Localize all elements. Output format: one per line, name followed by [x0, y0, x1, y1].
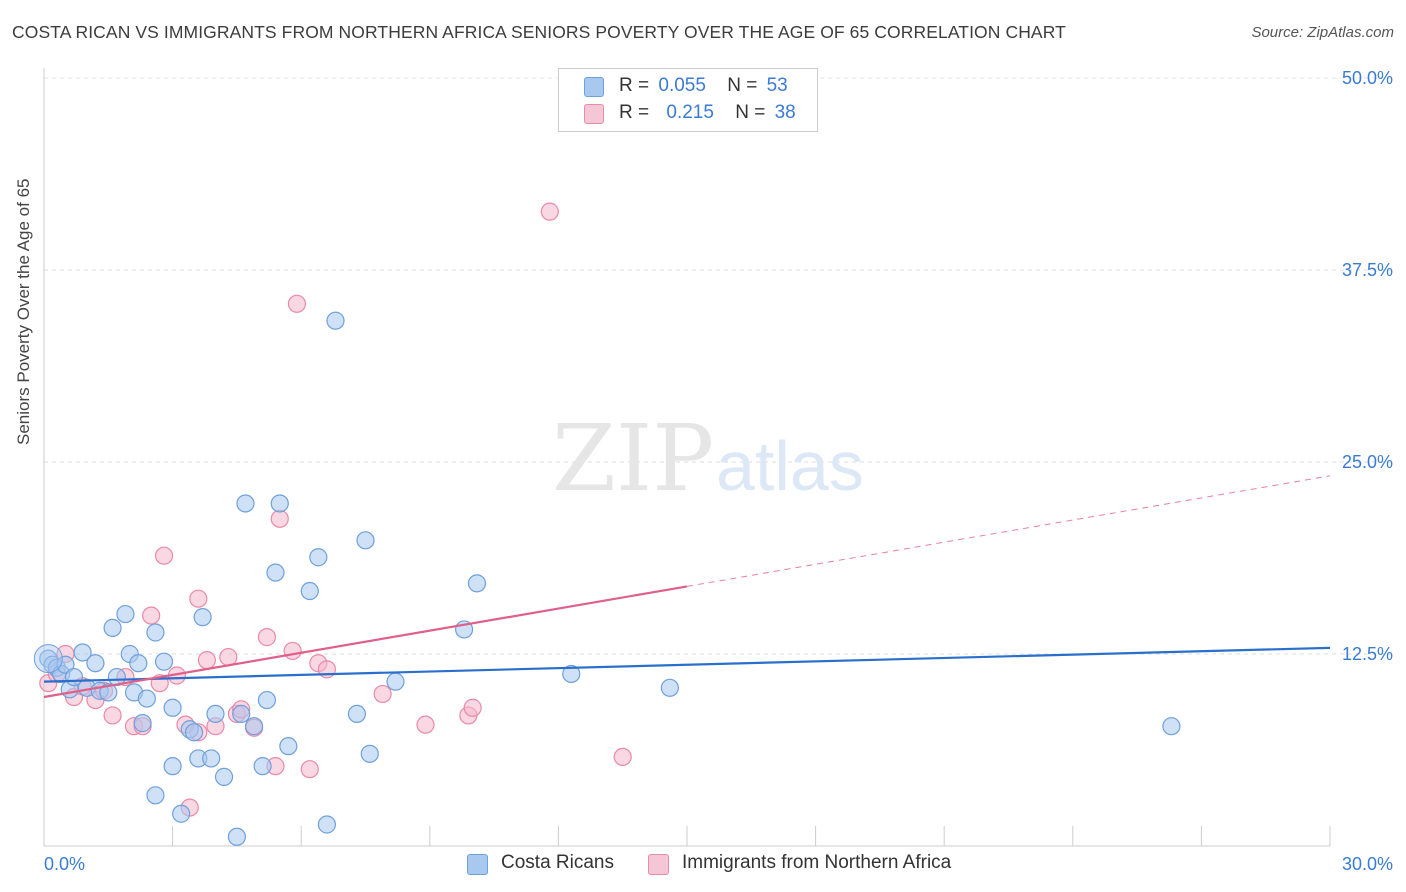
point-northern-africa — [197, 651, 216, 670]
legend-label-costa-ricans: Costa Ricans — [501, 852, 614, 873]
point-costa-ricans — [184, 723, 204, 742]
point-costa-ricans — [137, 689, 156, 708]
pink-swatch — [648, 854, 669, 875]
point-northern-africa — [300, 760, 319, 779]
point-northern-africa — [463, 698, 482, 717]
point-costa-ricans — [172, 804, 191, 823]
point-northern-africa — [287, 294, 307, 313]
trend-extension-northern-africa — [686, 475, 1331, 587]
x-tick-label-max: 30.0% — [1342, 854, 1393, 874]
point-costa-ricans — [386, 672, 405, 691]
point-costa-ricans — [347, 704, 367, 724]
blue-swatch — [584, 77, 604, 97]
point-costa-ricans — [253, 757, 272, 776]
point-costa-ricans — [129, 654, 148, 673]
point-costa-ricans — [236, 494, 255, 513]
point-costa-ricans — [266, 563, 285, 582]
series-costa-ricans — [33, 311, 1181, 846]
point-northern-africa — [103, 706, 122, 725]
x-tick-label-min: 0.0% — [44, 854, 85, 874]
point-northern-africa — [613, 747, 632, 767]
point-costa-ricans — [467, 574, 487, 593]
point-costa-ricans — [103, 618, 122, 637]
point-costa-ricans — [244, 717, 264, 736]
point-costa-ricans — [133, 714, 152, 733]
trend-line-costa-ricans — [43, 646, 1331, 683]
point-costa-ricans — [163, 698, 182, 717]
r-value-blue: 0.055 — [658, 75, 706, 96]
point-costa-ricans — [1162, 717, 1181, 736]
r-label: R = — [619, 102, 650, 123]
point-northern-africa — [154, 546, 174, 565]
point-costa-ricans — [232, 704, 251, 724]
n-value-pink: 38 — [774, 102, 796, 123]
svg-text:atlas: atlas — [716, 427, 864, 505]
point-costa-ricans — [270, 494, 289, 513]
point-costa-ricans — [154, 652, 174, 671]
source-label: Source: ZipAtlas.com — [1251, 24, 1394, 41]
point-costa-ricans — [193, 608, 212, 627]
point-costa-ricans — [163, 757, 182, 776]
y-tick-label: 37.5% — [1342, 260, 1393, 280]
point-costa-ricans — [356, 531, 375, 550]
point-northern-africa — [373, 684, 392, 704]
point-costa-ricans — [317, 815, 337, 834]
r-value-pink: 0.215 — [666, 102, 714, 123]
n-label: N = — [735, 102, 766, 123]
point-costa-ricans — [86, 654, 105, 673]
point-costa-ricans — [206, 704, 225, 724]
axes — [43, 68, 1331, 847]
trend-lines — [43, 475, 1331, 699]
point-costa-ricans — [56, 655, 75, 674]
point-costa-ricans — [116, 604, 135, 624]
point-costa-ricans — [360, 744, 379, 763]
point-costa-ricans — [300, 581, 319, 601]
correlation-legend: R = 0.055 N = 53 R = 0.215 N = 38 — [558, 68, 818, 132]
y-tick-label: 12.5% — [1342, 644, 1393, 664]
blue-swatch — [467, 854, 488, 875]
point-costa-ricans — [257, 690, 277, 710]
svg-text:ZIP: ZIP — [552, 405, 714, 512]
point-northern-africa — [257, 628, 277, 647]
point-northern-africa — [540, 202, 559, 221]
point-costa-ricans — [326, 311, 345, 330]
point-costa-ricans — [562, 664, 581, 684]
legend-label-northern-africa: Immigrants from Northern Africa — [682, 852, 952, 873]
point-costa-ricans — [660, 678, 679, 697]
point-costa-ricans — [279, 737, 298, 756]
point-costa-ricans — [227, 827, 246, 846]
y-tick-label: 25.0% — [1342, 452, 1393, 472]
point-costa-ricans — [309, 548, 328, 567]
y-tick-label: 50.0% — [1342, 68, 1393, 88]
r-label: R = — [619, 75, 650, 96]
n-label: N = — [727, 75, 758, 96]
point-northern-africa — [283, 641, 302, 661]
y-axis-label: Seniors Poverty Over the Age of 65 — [14, 178, 33, 445]
point-northern-africa — [416, 715, 435, 734]
zipatlas-watermark: ZIP atlas — [552, 405, 864, 512]
point-northern-africa — [270, 509, 289, 528]
point-costa-ricans — [146, 786, 165, 805]
point-northern-africa — [142, 606, 161, 625]
chart-title: COSTA RICAN VS IMMIGRANTS FROM NORTHERN … — [12, 22, 1066, 42]
point-northern-africa — [219, 647, 238, 667]
point-costa-ricans — [202, 749, 221, 768]
point-costa-ricans — [99, 683, 118, 702]
tick-labels: 12.5% 25.0% 37.5% 50.0% 0.0% 30.0% — [44, 68, 1393, 874]
grid-lines — [44, 77, 1392, 655]
point-costa-ricans — [146, 623, 165, 642]
n-value-blue: 53 — [766, 75, 788, 96]
point-costa-ricans — [214, 767, 234, 786]
trend-line-northern-africa — [43, 585, 688, 699]
point-costa-ricans-cluster — [33, 644, 63, 674]
point-costa-ricans — [73, 643, 92, 662]
point-northern-africa — [189, 589, 208, 608]
series-northern-africa — [39, 202, 632, 817]
pink-swatch — [584, 104, 604, 124]
